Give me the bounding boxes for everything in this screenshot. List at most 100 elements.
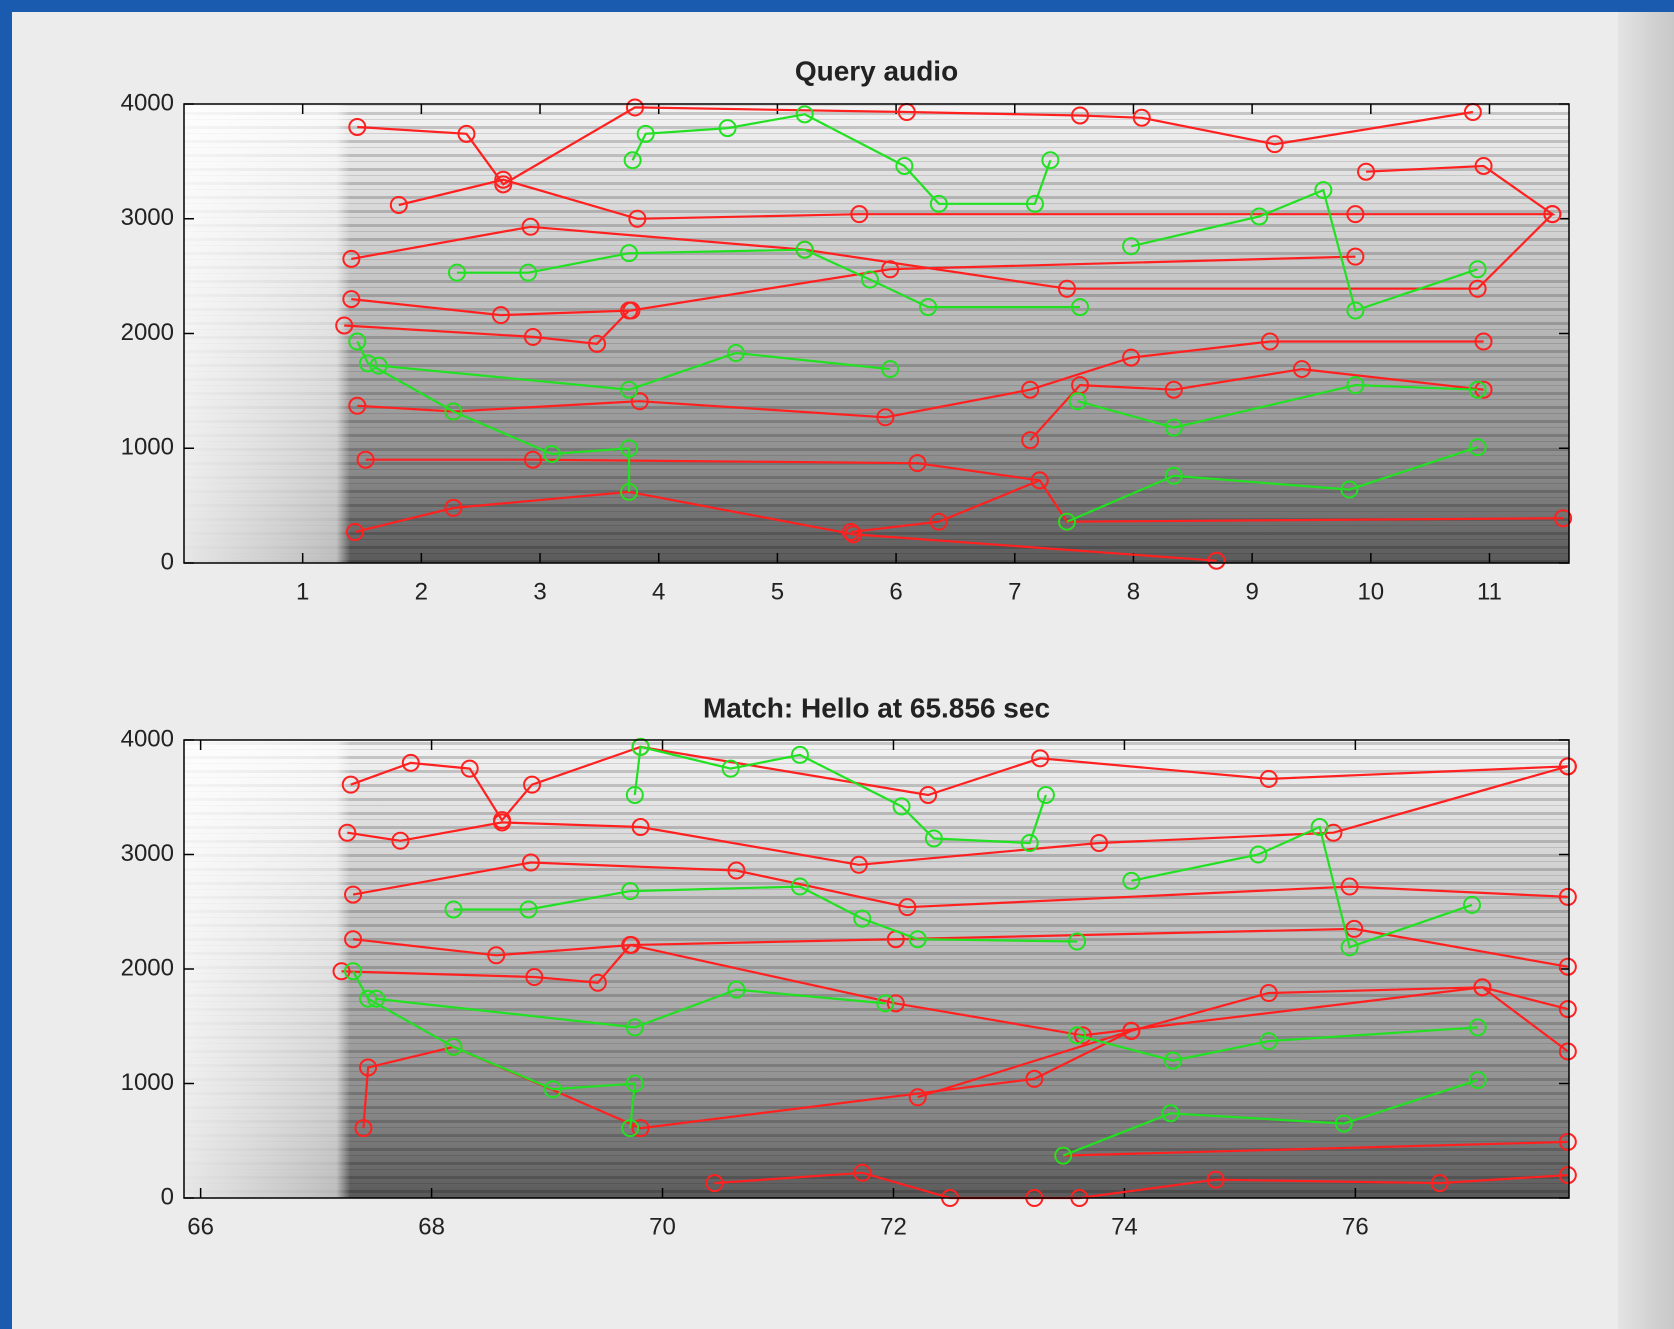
spectrogram-fade: [184, 104, 1569, 563]
landmark-point: [344, 962, 363, 981]
landmark-lines: [356, 113, 1478, 523]
landmark-point: [356, 450, 375, 469]
landmark-point: [620, 482, 639, 501]
landmark-point: [620, 380, 639, 399]
landmark-point: [1314, 181, 1333, 200]
landmark-point: [1473, 978, 1492, 997]
landmark-point: [1025, 1069, 1044, 1088]
landmark-point: [620, 301, 639, 320]
landmark-point: [1558, 1042, 1577, 1061]
landmark-point: [929, 194, 948, 213]
landmark-point: [1468, 260, 1487, 279]
landmark-point: [636, 124, 655, 143]
landmark-point: [493, 813, 512, 832]
landmark-point: [354, 1119, 373, 1138]
landmark-point: [332, 962, 351, 981]
landmark-point: [389, 195, 408, 214]
landmark-point: [892, 797, 911, 816]
landmark-point: [895, 156, 914, 175]
x-tick-label: 74: [1111, 1213, 1138, 1240]
landmark-point: [444, 402, 463, 421]
landmark-point: [631, 737, 650, 756]
landmark-point: [1558, 887, 1577, 906]
landmark-point: [1132, 108, 1151, 127]
y-tick-label: 1000: [121, 434, 174, 461]
landmark-point: [1357, 162, 1376, 181]
x-tick-label: 3: [533, 578, 546, 605]
landmark-point: [1054, 1146, 1073, 1165]
landmark-point: [625, 98, 644, 117]
landmark-point: [523, 450, 542, 469]
landmark-point: [341, 775, 360, 794]
landmark-point: [444, 498, 463, 517]
y-tick-label: 0: [161, 548, 174, 575]
landmark-point: [1030, 471, 1049, 490]
landmark-point: [718, 119, 737, 138]
x-tick-label: 76: [1342, 1213, 1369, 1240]
landmark-point: [621, 935, 640, 954]
landmark-point: [338, 823, 357, 842]
landmark-point: [1122, 348, 1141, 367]
landmark-point: [1340, 877, 1359, 896]
x-tick-label: 66: [187, 1213, 214, 1240]
landmark-point: [1463, 895, 1482, 914]
x-tick-label: 11: [1477, 578, 1502, 605]
landmark-point: [588, 973, 607, 992]
landmark-point: [1071, 106, 1090, 125]
landmark-point: [628, 209, 647, 228]
landmark-point: [1068, 392, 1087, 411]
landmark-point: [625, 785, 644, 804]
x-tick-label: 7: [1008, 578, 1021, 605]
landmark-point: [391, 831, 410, 850]
landmark-point: [1020, 834, 1039, 853]
landmark-point: [898, 898, 917, 917]
chart-title: Query audio: [795, 55, 958, 86]
landmark-point: [1068, 932, 1087, 951]
landmark-point: [1345, 919, 1364, 938]
landmark-point: [623, 151, 642, 170]
landmark-point: [919, 298, 938, 317]
landmark-point: [369, 356, 388, 375]
y-tick-label: 2000: [121, 319, 174, 346]
landmark-point: [929, 512, 948, 531]
landmark-point: [1036, 785, 1055, 804]
landmark-point: [1468, 1071, 1487, 1090]
landmark-point: [345, 523, 364, 542]
y-tick-label: 4000: [121, 89, 174, 116]
landmark-point: [1334, 1114, 1353, 1133]
landmark-point: [1558, 1000, 1577, 1019]
landmark-point: [795, 240, 814, 259]
landmark-point: [1122, 1021, 1141, 1040]
landmark-point: [1554, 509, 1573, 528]
landmark-point: [853, 909, 872, 928]
landmark-point: [844, 525, 863, 544]
landmark-point: [521, 853, 540, 872]
landmark-point: [359, 1058, 378, 1077]
landmark-point: [620, 244, 639, 263]
landmark-point: [881, 260, 900, 279]
landmark-point: [1558, 957, 1577, 976]
landmark-point: [1558, 1132, 1577, 1151]
landmark-point: [1071, 298, 1090, 317]
landmark-point: [1025, 194, 1044, 213]
landmark-point: [494, 170, 513, 189]
landmark-point: [1090, 834, 1109, 853]
landmark-point: [924, 829, 943, 848]
spectrogram-fade: [184, 740, 1569, 1198]
landmark-point: [853, 1163, 872, 1182]
landmark-point: [1068, 1026, 1087, 1045]
x-tick-label: 70: [649, 1213, 676, 1240]
landmark-point: [795, 105, 814, 124]
chart-title: Match: Hello at 65.856 sec: [703, 692, 1050, 723]
scroll-strip: [1618, 12, 1674, 1329]
landmark-point: [1474, 332, 1493, 351]
landmark-point: [358, 354, 377, 373]
landmark-point: [1430, 1174, 1449, 1193]
landmark-point: [519, 263, 538, 282]
y-tick-label: 2000: [121, 954, 174, 981]
landmark-point: [876, 994, 895, 1013]
landmark-point: [1164, 380, 1183, 399]
y-tick-label: 3000: [121, 840, 174, 867]
landmark-lines: [352, 745, 1479, 1157]
